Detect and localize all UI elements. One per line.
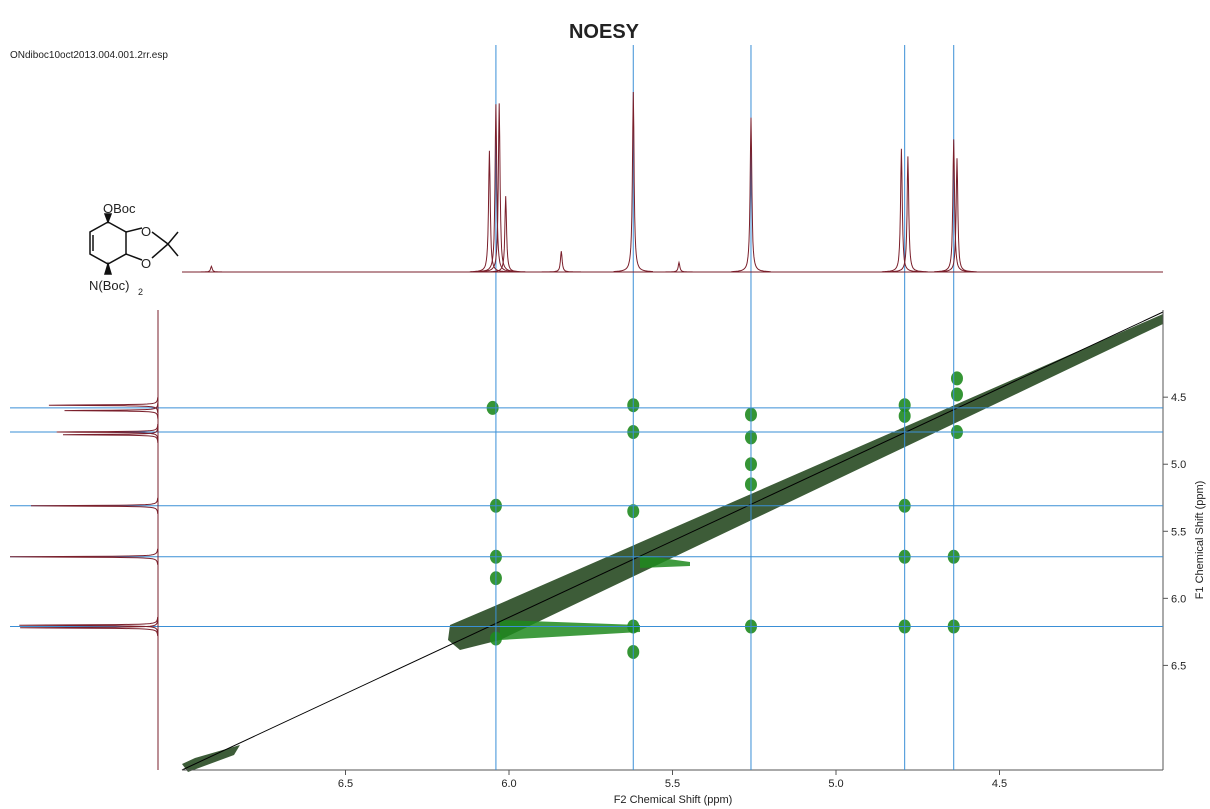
f2-peak [486,196,526,273]
structure-label: N(Boc) [89,278,129,293]
f2-peak [541,251,581,273]
y-tick-label: 5.0 [1171,459,1186,471]
f1-peak [20,619,159,637]
cross-peak [950,387,963,402]
f2-peak [479,103,519,273]
bond [125,227,143,233]
structure-label: OBoc [103,201,136,216]
t1-ridge [500,620,640,640]
f2-peak [659,260,699,273]
f1-peak [48,397,159,414]
y-tick-label: 5.5 [1171,526,1186,538]
f2-peak [613,91,653,273]
y-tick-label: 6.0 [1171,593,1186,605]
x-tick-label: 5.0 [828,778,843,790]
structure-label: 2 [138,287,143,297]
bond [151,231,169,245]
f2-peak [937,158,977,273]
diagonal-band [182,745,240,772]
wedge [103,261,113,275]
f1-peak [56,424,159,441]
f1-peak [62,426,159,443]
x-tick-label: 4.5 [992,778,1007,790]
f1-peak [64,402,159,419]
bond [167,243,179,257]
f2-peak [469,150,509,273]
diagonal [181,311,1164,771]
f2-peak [731,117,771,273]
bond [125,253,143,261]
x-axis-label: F2 Chemical Shift (ppm) [614,794,733,806]
structure-label: O [141,224,151,239]
f2-peak [881,148,921,273]
bond [151,243,169,259]
f2-peak [888,156,928,273]
y-tick-label: 4.5 [1171,392,1186,404]
file-name: ONdiboc10oct2013.004.001.2rr.esp [10,50,168,61]
f1-peak [9,548,159,565]
structure-label: O [141,256,151,271]
x-tick-label: 6.0 [501,778,516,790]
diagonal-band [448,314,1163,650]
x-tick-label: 6.5 [338,778,353,790]
f2-peak [191,265,231,273]
t1-ridge [640,555,690,568]
f1-peak [19,616,159,634]
structure [89,213,179,275]
y-axis-label: F1 Chemical Shift (ppm) [1194,481,1206,600]
x-tick-label: 5.5 [665,778,680,790]
chart-title: NOESY [569,21,640,43]
cross-peak [950,371,963,386]
y-tick-label: 6.5 [1171,660,1186,672]
f1-peak [30,497,159,514]
ring [89,221,127,265]
bond [167,231,179,245]
wedge [103,213,113,225]
